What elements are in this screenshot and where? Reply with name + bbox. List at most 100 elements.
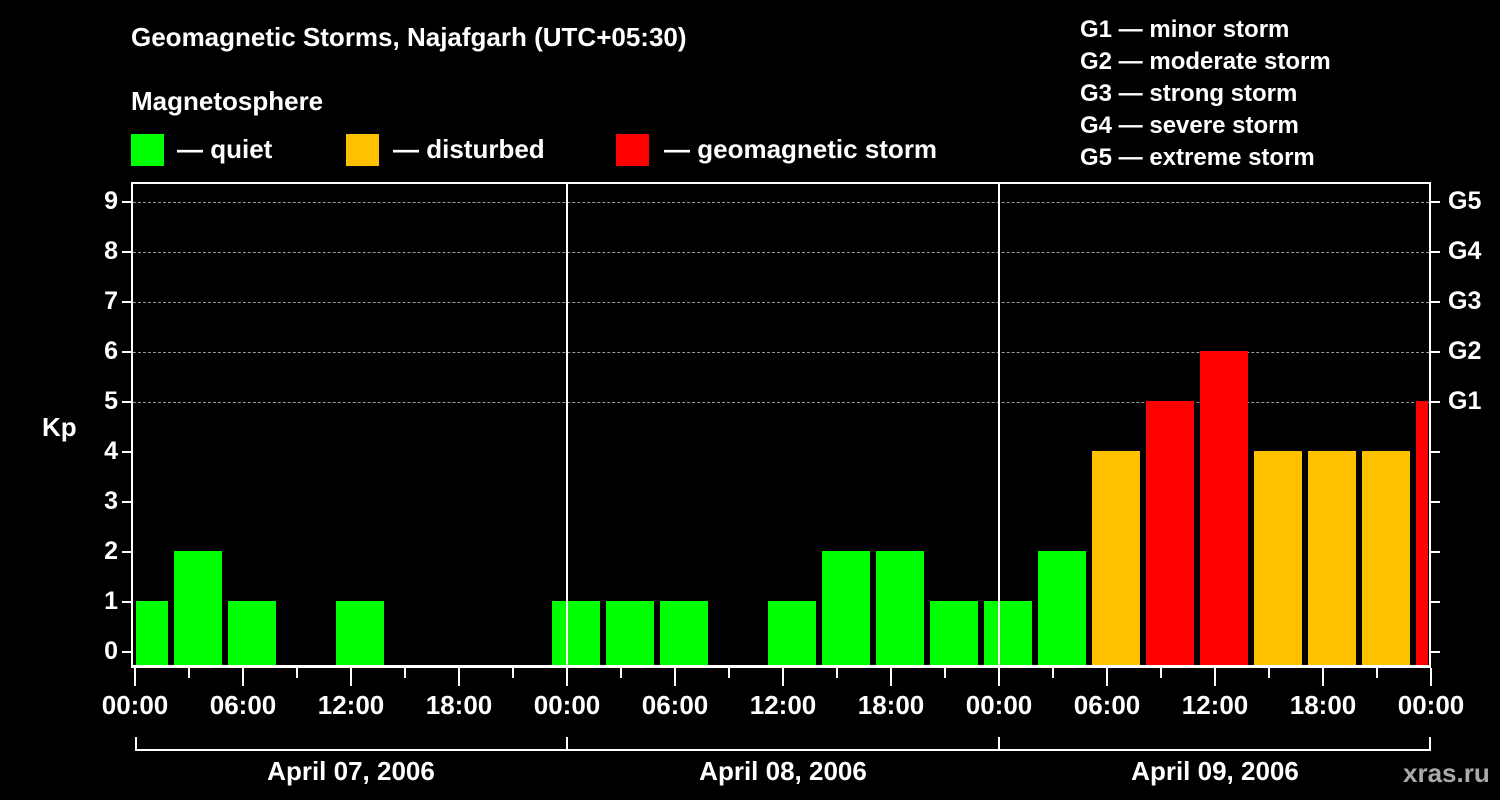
x-tick-mark xyxy=(458,668,460,686)
kp-bar xyxy=(660,601,708,668)
kp-bar xyxy=(336,601,384,668)
kp-bar xyxy=(1200,351,1248,668)
x-tick-mark xyxy=(1052,668,1054,678)
x-tick-label: 18:00 xyxy=(857,690,925,720)
chart-title: Geomagnetic Storms, Najafgarh (UTC+05:30… xyxy=(131,22,687,52)
plot-frame xyxy=(131,182,1431,668)
g-legend-item: G1 — minor storm xyxy=(1080,16,1290,43)
x-tick-mark xyxy=(296,668,298,678)
kp-bar xyxy=(1092,451,1140,668)
date-label: April 09, 2006 xyxy=(1131,756,1299,786)
x-tick-label: 00:00 xyxy=(1397,690,1465,720)
date-label: April 07, 2006 xyxy=(267,756,435,786)
x-tick-mark xyxy=(350,668,352,686)
x-tick-label: 06:00 xyxy=(641,690,709,720)
x-tick-mark xyxy=(728,668,730,678)
x-tick-label: 12:00 xyxy=(317,690,385,720)
right-tick-mark xyxy=(1431,351,1440,353)
x-tick-mark xyxy=(674,668,676,686)
grid-line xyxy=(133,252,1429,253)
right-tick-mark xyxy=(1431,651,1440,653)
x-tick-mark xyxy=(1322,668,1324,686)
y-tick-label: 2 xyxy=(104,537,118,565)
kp-bar xyxy=(1038,551,1086,668)
x-tick-mark xyxy=(1376,668,1378,678)
y-tick-label: 0 xyxy=(104,637,118,665)
g-scale-label: G1 xyxy=(1448,387,1482,415)
x-tick-mark xyxy=(188,668,190,678)
x-tick-label: 18:00 xyxy=(1289,690,1357,720)
kp-bar xyxy=(822,551,870,668)
g-scale-label: G4 xyxy=(1448,237,1482,265)
x-tick-label: 06:00 xyxy=(1073,690,1141,720)
x-tick-label: 00:00 xyxy=(101,690,169,720)
x-tick-mark xyxy=(1214,668,1216,686)
kp-bar xyxy=(930,601,978,668)
right-tick-mark xyxy=(1431,551,1440,553)
kp-bar xyxy=(1308,451,1356,668)
x-tick-label: 18:00 xyxy=(425,690,493,720)
kp-bar xyxy=(228,601,276,668)
y-tick-mark xyxy=(122,651,131,653)
credit-watermark: xras.ru xyxy=(1403,758,1490,788)
y-tick-mark xyxy=(122,401,131,403)
legend-label-storm: — geomagnetic storm xyxy=(664,134,938,164)
legend-label-quiet: — quiet xyxy=(177,134,273,164)
right-tick-mark xyxy=(1431,401,1440,403)
x-tick-mark xyxy=(944,668,946,678)
x-tick-mark xyxy=(836,668,838,678)
y-tick-label: 5 xyxy=(104,387,118,415)
g-legend-item: G5 — extreme storm xyxy=(1080,144,1315,171)
x-tick-mark xyxy=(1106,668,1108,686)
right-tick-mark xyxy=(1431,201,1440,203)
x-tick-mark xyxy=(566,668,568,686)
legend-swatch-disturbed xyxy=(346,134,379,166)
g-scale-label: G3 xyxy=(1448,287,1482,315)
y-tick-label: 1 xyxy=(104,587,118,615)
date-label: April 08, 2006 xyxy=(699,756,867,786)
y-tick-label: 3 xyxy=(104,487,118,515)
y-tick-mark xyxy=(122,351,131,353)
y-tick-mark xyxy=(122,301,131,303)
right-tick-mark xyxy=(1431,251,1440,253)
date-bracket xyxy=(135,737,1431,751)
y-tick-mark xyxy=(122,501,131,503)
grid-line xyxy=(133,302,1429,303)
y-tick-mark xyxy=(122,201,131,203)
kp-bar xyxy=(876,551,924,668)
y-tick-label: 4 xyxy=(104,437,118,465)
kp-bar xyxy=(1146,401,1194,668)
g-legend-item: G4 — severe storm xyxy=(1080,112,1299,139)
x-tick-mark xyxy=(134,668,136,686)
date-bracket-divider xyxy=(566,737,568,751)
y-tick-label: 8 xyxy=(104,237,118,265)
y-tick-label: 9 xyxy=(104,187,118,215)
g-scale-label: G5 xyxy=(1448,187,1482,215)
g-scale-legend: G1 — minor storm G2 — moderate storm G3 … xyxy=(1080,14,1331,174)
x-tick-label: 00:00 xyxy=(965,690,1033,720)
x-tick-label: 00:00 xyxy=(533,690,601,720)
legend-label-disturbed: — disturbed xyxy=(393,134,545,164)
grid-line xyxy=(133,402,1429,403)
right-tick-mark xyxy=(1431,501,1440,503)
x-tick-mark xyxy=(512,668,514,678)
x-tick-mark xyxy=(782,668,784,686)
y-tick-label: 7 xyxy=(104,287,118,315)
kp-bar xyxy=(174,551,222,668)
legend-swatch-storm xyxy=(616,134,649,166)
grid-line xyxy=(133,352,1429,353)
x-tick-mark xyxy=(1160,668,1162,678)
x-tick-mark xyxy=(1268,668,1270,678)
right-tick-mark xyxy=(1431,601,1440,603)
kp-bar xyxy=(1362,451,1410,668)
g-legend-item: G2 — moderate storm xyxy=(1080,48,1331,75)
kp-bar xyxy=(606,601,654,668)
kp-bar xyxy=(1254,451,1302,668)
g-legend-item: G3 — strong storm xyxy=(1080,80,1298,107)
x-tick-mark xyxy=(890,668,892,686)
legend-swatch-quiet xyxy=(131,134,164,166)
x-tick-label: 12:00 xyxy=(1181,690,1249,720)
x-tick-mark xyxy=(242,668,244,686)
grid-line xyxy=(133,202,1429,203)
kp-bar xyxy=(1416,401,1428,668)
